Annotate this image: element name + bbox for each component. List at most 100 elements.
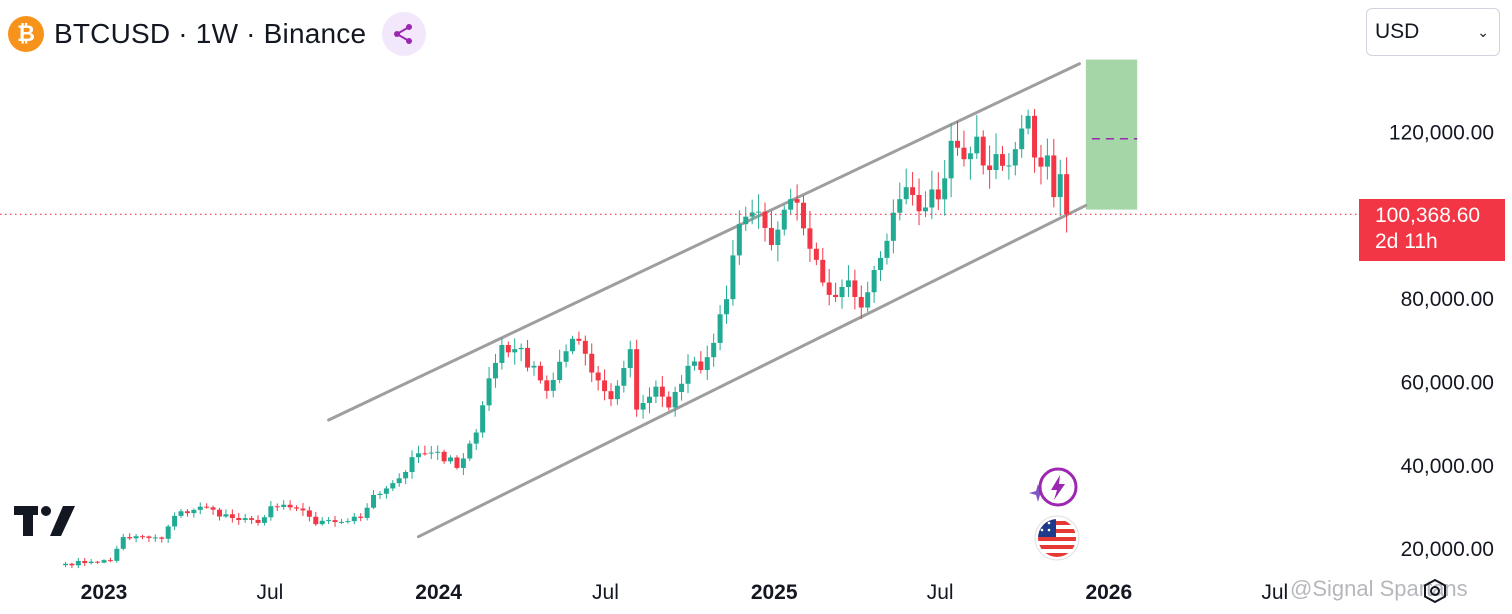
current-price-value: 100,368.60 <box>1375 204 1481 227</box>
candle-body <box>140 536 146 538</box>
candle <box>1012 141 1018 176</box>
candle-body <box>743 216 749 225</box>
candle-body <box>550 380 556 391</box>
candle <box>691 356 697 371</box>
tradingview-logo[interactable] <box>14 506 76 541</box>
candle-body <box>152 537 158 539</box>
candle-body <box>319 520 325 525</box>
candle-body <box>107 560 113 562</box>
candle <box>685 354 691 394</box>
candle-body <box>306 510 312 517</box>
candles <box>62 108 1070 569</box>
bitcoin-icon[interactable]: ₿ <box>8 16 44 52</box>
candle <box>146 535 152 542</box>
candle-body <box>512 349 518 353</box>
candle <box>589 343 595 383</box>
candle <box>698 351 704 374</box>
trend-channel <box>327 62 1088 539</box>
candle-body <box>505 344 511 353</box>
candle-body <box>884 240 890 258</box>
candle-body <box>948 140 954 179</box>
candle <box>794 184 800 221</box>
candle <box>948 123 954 198</box>
candle-body <box>537 365 543 381</box>
candle-body <box>980 136 986 166</box>
candle-body <box>627 349 633 369</box>
time-tick-label: Jul <box>927 581 954 604</box>
candle <box>563 344 569 368</box>
time-tick-label: 2023 <box>81 581 128 604</box>
settings-icon[interactable] <box>1422 578 1448 609</box>
candle <box>730 240 736 306</box>
candle-body <box>569 338 575 352</box>
candle-body <box>364 507 370 518</box>
candle <box>242 513 248 523</box>
candle-body <box>1057 174 1063 198</box>
symbol-title[interactable]: BTCUSD · 1W · Binance <box>54 18 367 49</box>
candle <box>358 513 364 522</box>
candle <box>781 205 787 236</box>
candle <box>403 469 409 485</box>
price-tick-label: 80,000.00 <box>1401 288 1494 311</box>
candle-body <box>1025 115 1031 129</box>
candle-body <box>730 255 736 300</box>
candle-body <box>768 227 774 245</box>
current-price-tag: 100,368.60 2d 11h <box>1359 199 1505 261</box>
candle <box>865 281 871 312</box>
candle-body <box>191 509 197 514</box>
us-flag-icon[interactable] <box>1034 515 1080 566</box>
candle-body <box>1044 155 1050 167</box>
candle-body <box>415 453 421 458</box>
share-icon[interactable] <box>382 12 427 56</box>
candle-body <box>69 563 75 566</box>
candle <box>261 515 267 526</box>
candle <box>621 360 627 393</box>
candle-body <box>993 154 999 170</box>
candle <box>107 557 113 563</box>
candle <box>95 560 101 564</box>
candle-body <box>467 443 473 459</box>
candle <box>281 500 287 510</box>
candle <box>871 265 877 303</box>
candle-body <box>910 187 916 195</box>
candle <box>993 133 999 180</box>
candle-body <box>435 451 441 453</box>
candle <box>75 558 81 569</box>
candle <box>300 503 306 516</box>
candle <box>743 206 749 231</box>
candle <box>672 386 678 417</box>
candle <box>1051 138 1057 208</box>
candle-body <box>1038 157 1044 167</box>
candle-body <box>858 296 864 308</box>
candle <box>505 341 511 358</box>
candle-body <box>345 521 351 523</box>
currency-select[interactable]: USD ⌄ <box>1366 8 1500 56</box>
candle-body <box>371 495 377 508</box>
candle <box>974 115 980 160</box>
candle <box>999 145 1005 171</box>
price-axis: 20,000.00 40,000.00 60,000.00 80,000.00 120,… <box>1389 121 1494 561</box>
candle-body <box>460 458 466 468</box>
candle <box>460 453 466 476</box>
candle <box>127 533 133 541</box>
candle <box>140 534 146 540</box>
candle-body <box>762 211 768 228</box>
candle-body <box>454 457 460 468</box>
candle <box>294 505 300 512</box>
candle-body <box>281 504 287 507</box>
candle-body <box>634 349 640 410</box>
candle-body <box>499 344 505 363</box>
flash-icon[interactable] <box>1026 466 1080 515</box>
candle <box>916 178 922 226</box>
candle-body <box>807 228 813 249</box>
candle-body <box>679 383 685 392</box>
time-tick-label: Jul <box>1261 581 1288 604</box>
chart-header: ₿ BTCUSD · 1W · Binance <box>8 12 427 56</box>
candle-body <box>794 199 800 203</box>
candle <box>268 501 274 521</box>
candle-body <box>595 372 601 381</box>
candle <box>82 558 88 566</box>
candle-body <box>127 537 133 539</box>
candle <box>499 338 505 370</box>
